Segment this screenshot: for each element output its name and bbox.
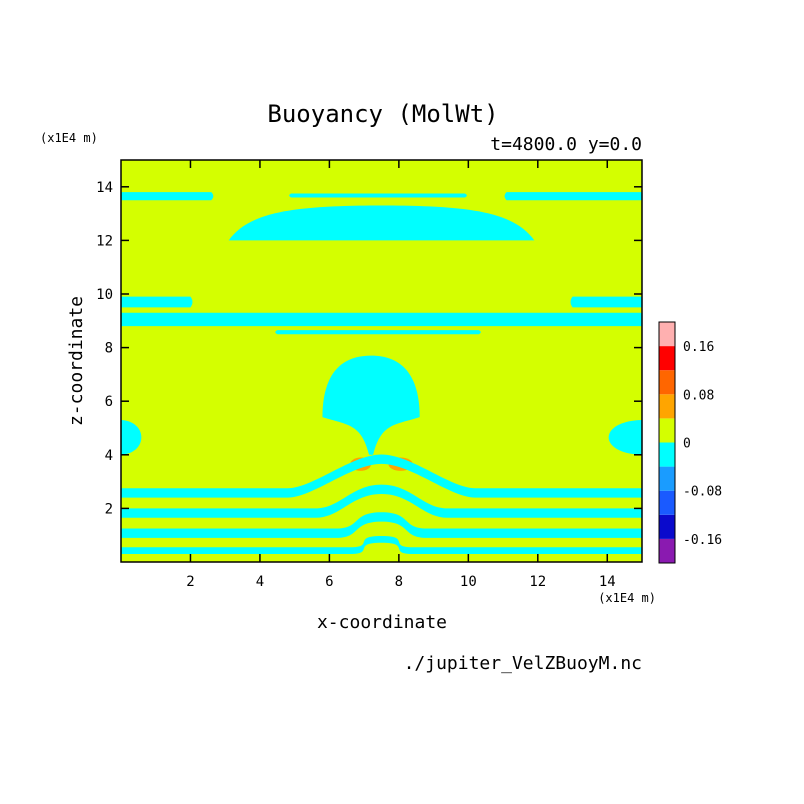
contour-regions <box>121 192 642 554</box>
plot-area <box>120 159 643 563</box>
colorbar-tick-label: 0.08 <box>683 388 714 403</box>
y-axis: 2 4 6 8 10 12 14 <box>96 180 642 517</box>
colorbar-tick-label: 0.16 <box>683 340 714 355</box>
y-tick-label: 6 <box>105 394 113 410</box>
x-tick-label: 6 <box>325 574 333 590</box>
colorbar: -0.16 -0.08 0 0.08 0.16 <box>658 321 722 564</box>
colorbar-swatch <box>659 514 675 539</box>
contour-region-lobe <box>608 420 642 455</box>
y-tick-label: 14 <box>96 180 113 196</box>
colorbar-swatch <box>659 490 675 515</box>
x-tick-label: 14 <box>599 574 616 590</box>
colorbar-swatch <box>659 346 675 371</box>
y-tick-label: 8 <box>105 341 113 357</box>
source-file-label: ./jupiter_VelZBuoyM.nc <box>404 653 642 674</box>
y-scale-note: (x1E4 m) <box>40 131 98 145</box>
colorbar-tick-label: 0 <box>683 437 691 452</box>
chart-subtitle: t=4800.0 y=0.0 <box>490 134 642 155</box>
x-tick-label: 2 <box>186 574 194 590</box>
x-tick-label: 10 <box>460 574 477 590</box>
contour-region-band <box>289 193 467 198</box>
x-scale-note: (x1E4 m) <box>598 591 656 605</box>
contour-region-wave_band <box>121 454 642 498</box>
colorbar-swatch <box>659 322 675 347</box>
y-tick-label: 12 <box>96 233 113 249</box>
y-tick-label: 10 <box>96 287 113 303</box>
colorbar-swatch <box>659 418 675 443</box>
contour-region-band <box>121 312 642 327</box>
contour-region-plume <box>322 355 420 455</box>
contour-region-wave_band <box>121 512 642 538</box>
colorbar-swatch <box>659 538 675 563</box>
contour-region-band <box>121 192 214 201</box>
y-tick-label: 4 <box>105 448 113 464</box>
colorbar-tick-label: -0.08 <box>683 485 722 500</box>
x-tick-label: 4 <box>256 574 264 590</box>
colorbar-swatch <box>659 442 675 467</box>
y-axis-label: z-coordinate <box>66 296 87 426</box>
colorbar-swatch <box>659 394 675 419</box>
x-tick-label: 12 <box>529 574 546 590</box>
colorbar-frame <box>658 321 676 564</box>
x-axis-label: x-coordinate <box>317 612 447 633</box>
y-tick-label: 2 <box>105 501 113 517</box>
contour-region-band <box>570 296 642 308</box>
chart-title: Buoyancy (MolWt) <box>267 100 498 128</box>
contour-region-band <box>275 330 481 335</box>
contour-region-band <box>121 296 193 308</box>
contour-region-wave_band <box>121 536 642 554</box>
contour-region-band <box>504 192 642 201</box>
plot-frame <box>120 159 643 563</box>
colorbar-swatch <box>659 466 675 491</box>
colorbar-swatch <box>659 370 675 395</box>
x-axis: 2 4 6 8 10 12 14 <box>186 160 616 590</box>
contour-region-dome <box>228 205 535 241</box>
x-tick-label: 8 <box>395 574 403 590</box>
contour-region-lobe <box>121 420 142 455</box>
colorbar-tick-label: -0.16 <box>683 533 722 548</box>
contour-region-wave_band <box>121 484 642 518</box>
